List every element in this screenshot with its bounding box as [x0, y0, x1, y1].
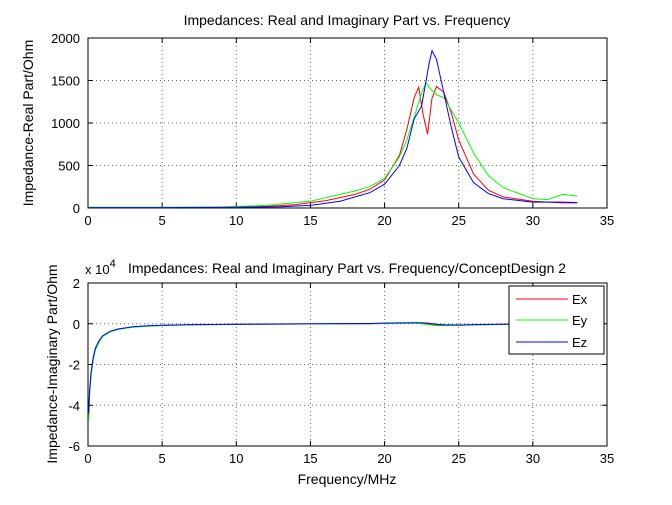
x-tick-label: 0	[84, 213, 91, 228]
x-tick-label: 20	[377, 213, 391, 228]
x-tick-label: 15	[303, 213, 317, 228]
series-line-ex	[88, 85, 578, 209]
y-tick-label: 0	[73, 201, 80, 216]
x-tick-label: 10	[229, 451, 243, 466]
y-tick-label: 2	[73, 276, 80, 291]
real-part-chart-title: Impedances: Real and Imaginary Part vs. …	[184, 12, 511, 28]
y-tick-label: 1500	[51, 74, 80, 89]
x-axis-label: Frequency/MHz	[298, 471, 397, 487]
y-exponent-base-text: x 10	[85, 262, 110, 277]
real-part-ticks: 0 5 10 15 20 25 30 35 0 500 1000 1500 2000	[51, 31, 614, 228]
y-tick-label: -4	[68, 398, 80, 413]
x-tick-label: 10	[229, 213, 243, 228]
y-tick-label: 2000	[51, 31, 80, 46]
y-exponent-base: x 104	[85, 258, 116, 277]
series-line-ez	[88, 49, 578, 209]
x-tick-label: 30	[526, 451, 540, 466]
y-tick-label: 1000	[51, 116, 80, 131]
x-tick-label: 25	[451, 213, 465, 228]
x-tick-label: 0	[84, 451, 91, 466]
imaginary-part-y-axis-label: Impedance-Imaginary Part/Ohm	[44, 264, 60, 463]
x-tick-label: 20	[377, 451, 391, 466]
x-tick-label: 15	[303, 451, 317, 466]
real-part-axes-box	[87, 37, 608, 209]
legend: Ex Ey Ez	[508, 285, 605, 355]
x-tick-label: 30	[526, 213, 540, 228]
y-tick-label: -6	[68, 439, 80, 454]
imaginary-part-series	[88, 322, 578, 422]
series-line-ez	[88, 322, 578, 414]
x-tick-label: 5	[159, 451, 166, 466]
x-tick-label: 35	[600, 213, 614, 228]
real-part-plot: Impedances: Real and Imaginary Part vs. …	[20, 12, 614, 228]
y-tick-label: 500	[58, 159, 80, 174]
y-tick-label: -2	[68, 358, 80, 373]
legend-label-ey: Ey	[572, 313, 588, 328]
legend-label-ex: Ex	[572, 292, 588, 307]
x-tick-label: 25	[451, 451, 465, 466]
x-tick-label: 35	[600, 451, 614, 466]
y-exponent-power: 4	[110, 258, 116, 270]
y-tick-label: 0	[73, 317, 80, 332]
series-line-ey	[88, 81, 578, 208]
imaginary-part-ticks: 0 5 10 15 20 25 30 35 -6 -4 -2 0 2	[68, 276, 614, 466]
imaginary-part-chart-title: Impedances: Real and Imaginary Part vs. …	[128, 260, 566, 276]
real-part-series	[88, 49, 578, 209]
real-part-y-axis-label: Impedance-Real Part/Ohm	[20, 40, 36, 207]
imaginary-part-plot: Impedances: Real and Imaginary Part vs. …	[44, 258, 614, 487]
legend-label-ez: Ez	[572, 335, 587, 350]
x-tick-label: 5	[159, 213, 166, 228]
